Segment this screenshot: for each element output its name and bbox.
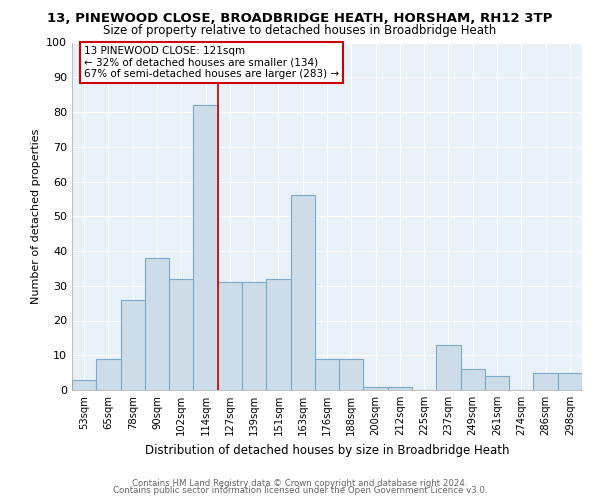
Bar <box>364 386 388 390</box>
X-axis label: Distribution of detached houses by size in Broadbridge Heath: Distribution of detached houses by size … <box>145 444 509 456</box>
Bar <box>533 372 558 390</box>
Bar <box>193 105 218 390</box>
Bar <box>121 300 145 390</box>
Bar <box>315 358 339 390</box>
Bar <box>485 376 509 390</box>
Text: Contains public sector information licensed under the Open Government Licence v3: Contains public sector information licen… <box>113 486 487 495</box>
Bar <box>72 380 96 390</box>
Bar <box>290 196 315 390</box>
Bar <box>145 258 169 390</box>
Bar <box>461 369 485 390</box>
Bar <box>218 282 242 390</box>
Bar <box>388 386 412 390</box>
Bar <box>242 282 266 390</box>
Bar <box>558 372 582 390</box>
Bar <box>266 279 290 390</box>
Bar <box>169 279 193 390</box>
Bar <box>96 358 121 390</box>
Text: Contains HM Land Registry data © Crown copyright and database right 2024.: Contains HM Land Registry data © Crown c… <box>132 478 468 488</box>
Text: 13 PINEWOOD CLOSE: 121sqm
← 32% of detached houses are smaller (134)
67% of semi: 13 PINEWOOD CLOSE: 121sqm ← 32% of detac… <box>84 46 339 79</box>
Text: Size of property relative to detached houses in Broadbridge Heath: Size of property relative to detached ho… <box>103 24 497 37</box>
Y-axis label: Number of detached properties: Number of detached properties <box>31 128 41 304</box>
Text: 13, PINEWOOD CLOSE, BROADBRIDGE HEATH, HORSHAM, RH12 3TP: 13, PINEWOOD CLOSE, BROADBRIDGE HEATH, H… <box>47 12 553 26</box>
Bar <box>436 345 461 390</box>
Bar <box>339 358 364 390</box>
